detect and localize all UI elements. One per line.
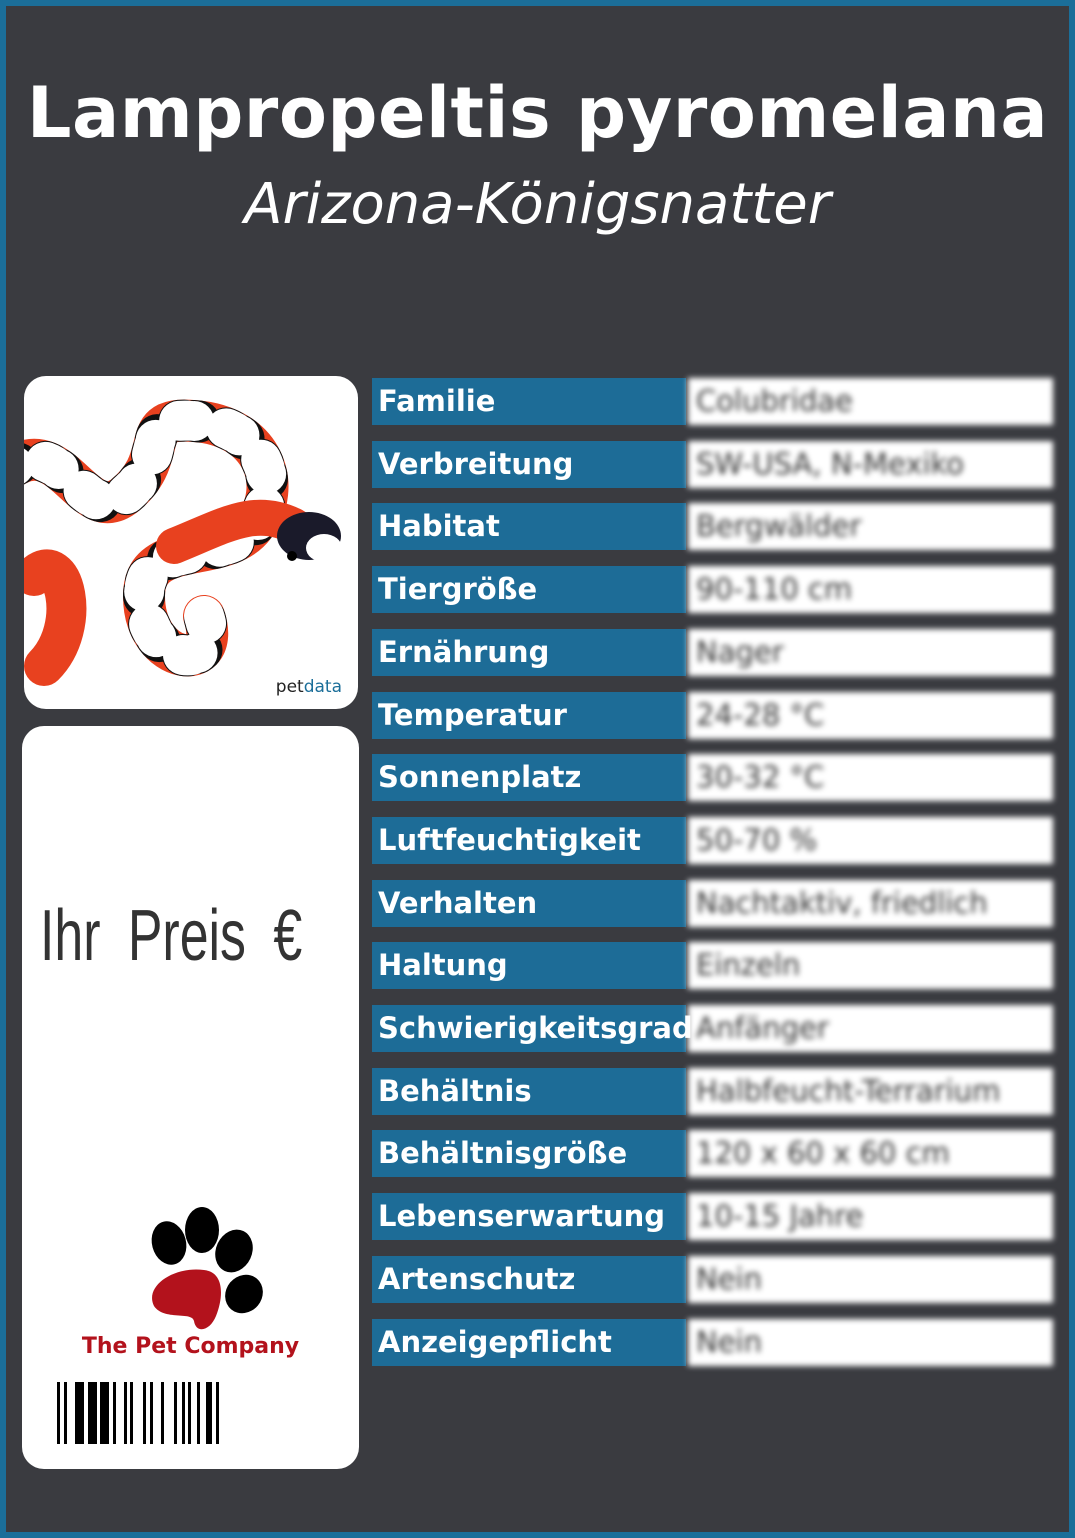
fact-value: Einzeln xyxy=(688,942,1053,990)
fact-row: Behältnisgröße 120 x 60 x 60 cm xyxy=(372,1130,1053,1178)
barcode-bar xyxy=(113,1382,116,1444)
fact-value: Anfänger xyxy=(688,1005,1053,1052)
fact-value: Nachtaktiv, friedlich xyxy=(688,879,1053,927)
fact-value: Colubridae xyxy=(688,378,1053,425)
barcode-bar xyxy=(57,1382,60,1444)
barcode-bar xyxy=(130,1382,133,1444)
fact-row: Behältnis Halbfeucht-Terrarium xyxy=(372,1067,1053,1115)
fact-label: Anzeigepflicht xyxy=(372,1318,686,1366)
fact-label: Behältnis xyxy=(372,1067,686,1115)
fact-label: Ernährung xyxy=(372,628,686,676)
fact-label: Temperatur xyxy=(372,691,686,739)
fact-value: 10-15 Jahre xyxy=(688,1193,1053,1241)
fact-row: Ernährung Nager xyxy=(372,628,1053,676)
fact-row: Habitat Bergwälder xyxy=(372,503,1053,551)
fact-row: Haltung Einzeln xyxy=(372,942,1053,990)
fact-row: Familie Colubridae xyxy=(372,378,1053,425)
credit-prefix: pet xyxy=(275,677,304,697)
barcode-bar xyxy=(150,1382,153,1444)
fact-value: SW-USA, N-Mexiko xyxy=(688,440,1053,488)
fact-row: Verhalten Nachtaktiv, friedlich xyxy=(372,879,1053,927)
barcode-bar xyxy=(206,1382,212,1444)
snake-photo-card: petdata xyxy=(24,376,358,709)
price-label: Ihr Preis € xyxy=(40,896,303,976)
fact-label: Behältnisgröße xyxy=(372,1130,686,1178)
barcode-bar xyxy=(216,1382,219,1444)
fact-value: Nein xyxy=(688,1255,1053,1303)
barcode-bar xyxy=(124,1382,127,1444)
fact-row: Schwierigkeitsgrad Anfänger xyxy=(372,1005,1053,1052)
company-name: The Pet Company xyxy=(81,1334,300,1359)
petdata-logo: petdata xyxy=(276,677,342,697)
fact-row: Luftfeuchtigkeit 50-70 % xyxy=(372,816,1053,864)
fact-row: Temperatur 24-28 °C xyxy=(372,691,1053,739)
barcode-bar xyxy=(161,1382,164,1444)
barcode-bar xyxy=(174,1382,177,1444)
fact-value: 30-32 °C xyxy=(688,754,1053,802)
barcode-bar xyxy=(88,1382,97,1444)
barcode-bar xyxy=(197,1382,200,1444)
fact-row: Lebenserwartung 10-15 Jahre xyxy=(372,1193,1053,1241)
common-name: Arizona-Königsnatter xyxy=(244,172,831,237)
credit-suffix: data xyxy=(303,677,342,697)
fact-label: Sonnenplatz xyxy=(372,754,686,802)
fact-label: Lebenserwartung xyxy=(372,1193,686,1241)
barcode-bar xyxy=(100,1382,109,1444)
barcode-bar xyxy=(64,1382,67,1444)
fact-label: Artenschutz xyxy=(372,1255,686,1303)
fact-value: Halbfeucht-Terrarium xyxy=(688,1067,1053,1115)
fact-row: Artenschutz Nein xyxy=(372,1255,1053,1303)
fact-label: Tiergröße xyxy=(372,566,686,614)
fact-row: Sonnenplatz 30-32 °C xyxy=(372,754,1053,802)
fact-value: 90-110 cm xyxy=(688,566,1053,614)
barcode-bar xyxy=(75,1382,84,1444)
paw-icon xyxy=(151,1207,263,1330)
fact-value: 120 x 60 x 60 cm xyxy=(688,1130,1053,1178)
fact-value: Nager xyxy=(688,628,1053,676)
barcode xyxy=(57,1382,222,1444)
fact-value: Bergwälder xyxy=(688,503,1053,551)
price-card xyxy=(22,726,359,1469)
fact-label: Luftfeuchtigkeit xyxy=(372,816,686,864)
snake-image xyxy=(24,399,342,686)
fact-row: Tiergröße 90-110 cm xyxy=(372,566,1053,614)
fact-value: 24-28 °C xyxy=(688,691,1053,739)
fact-label: Familie xyxy=(372,378,686,425)
barcode-bar xyxy=(143,1382,146,1444)
fact-label: Verbreitung xyxy=(372,440,686,488)
fact-label: Habitat xyxy=(372,503,686,551)
logo-area: The Pet Company xyxy=(22,726,359,1469)
barcode-bar xyxy=(182,1382,185,1444)
fact-label: Verhalten xyxy=(372,879,686,927)
fact-label: Schwierigkeitsgrad xyxy=(372,1005,693,1052)
fact-label: Haltung xyxy=(372,942,686,990)
fact-row: Verbreitung SW-USA, N-Mexiko xyxy=(372,440,1053,488)
species-title: Lampropeltis pyromelana xyxy=(26,72,1049,154)
fact-value: Nein xyxy=(688,1318,1053,1366)
fact-row: Anzeigepflicht Nein xyxy=(372,1318,1053,1366)
fact-value: 50-70 % xyxy=(688,816,1053,864)
barcode-bar xyxy=(188,1382,191,1444)
